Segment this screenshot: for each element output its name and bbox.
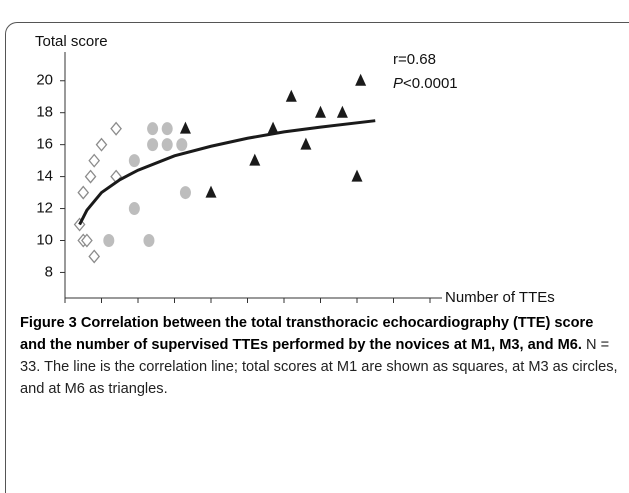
diamond-point [88,153,101,168]
circle-point [161,122,173,136]
triangle-point [355,73,367,86]
diamond-point [88,249,101,264]
triangle-point [351,169,363,182]
circle-point [128,154,140,168]
y-tick-label: 14 [36,168,53,185]
triangle-point [300,137,312,150]
circle-point [179,186,191,200]
y-tick-label: 12 [36,200,53,217]
circle-point [147,138,159,152]
p-symbol: P [393,75,403,92]
triangle-point [179,121,191,134]
circle-point [161,138,173,152]
annotation-r: r=0.68 [393,51,436,68]
p-value: <0.0001 [403,75,458,92]
annotation-p: P<0.0001 [393,75,458,92]
diamond-point [84,169,97,184]
y-tick-label: 18 [36,104,53,121]
circle-point [128,202,140,216]
circle-point [147,122,159,136]
triangle-point [336,105,348,118]
circle-point [103,233,115,247]
triangle-point [205,185,217,198]
circle-point [176,138,188,152]
caption-text: N = 33. The line is the correlation line… [20,337,618,397]
triangle-point [267,121,279,134]
y-tick-label: 8 [45,263,53,280]
diamond-point [95,137,108,152]
fit-line [78,119,376,226]
diamond-point [110,121,122,136]
y-axis-label: Total score [35,33,108,50]
chart: Total score Number of TTEs r=0.68 P<0.00… [35,33,555,306]
caption-bold: Figure 3 Correlation between the total t… [20,315,594,353]
diamond-point [77,185,90,200]
y-tick-label: 10 [36,231,53,248]
triangle-point [285,89,297,102]
triangle-point [315,105,326,118]
figure-frame [5,22,629,493]
x-axis-label: Number of TTEs [445,289,555,306]
y-tick-label: 16 [36,136,53,153]
circle-point [143,233,155,247]
page: Total score Number of TTEs r=0.68 P<0.00… [5,22,629,493]
diamond-point [81,233,93,248]
y-tick-label: 20 [36,72,53,89]
triangle-point [249,153,261,166]
caption: Figure 3 Correlation between the total t… [20,312,620,400]
